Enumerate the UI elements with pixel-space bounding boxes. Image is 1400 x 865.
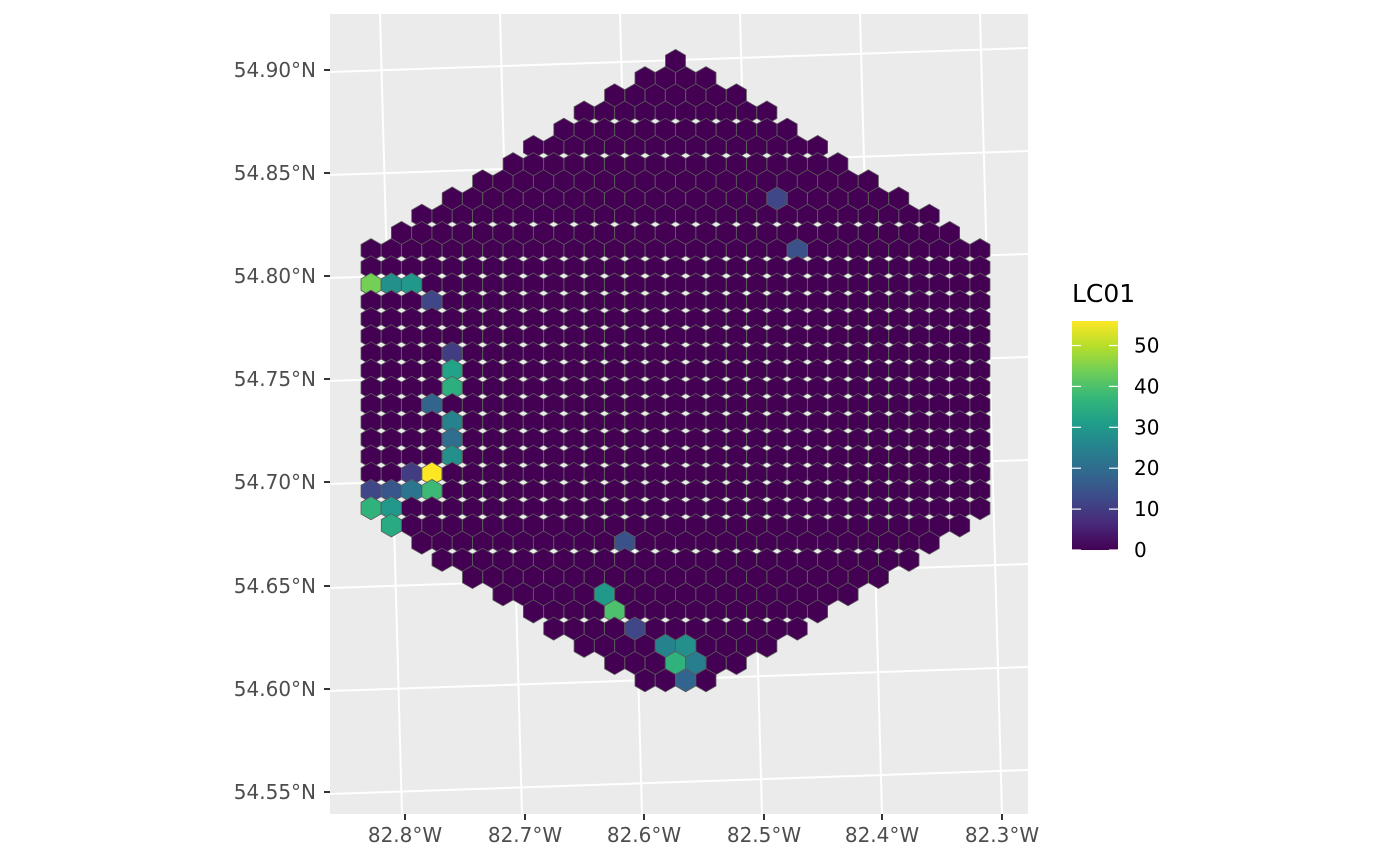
hex-cell <box>695 668 717 693</box>
latitude-tick-label: 54.80°N <box>234 264 316 288</box>
hex-cell <box>786 616 808 641</box>
longitude-tick-label: 82.6°W <box>607 823 682 847</box>
legend-label: 20 <box>1134 456 1159 480</box>
hex-cell <box>807 599 828 624</box>
legend-ticks: 50 40 30 20 10 0 <box>1072 334 1159 562</box>
longitude-axis: 82.8°W 82.7°W 82.6°W 82.5°W 82.4°W 82.3°W <box>368 814 1040 847</box>
longitude-tick-label: 82.4°W <box>845 823 920 847</box>
latitude-tick-label: 54.70°N <box>234 470 316 494</box>
legend-label: 50 <box>1134 334 1159 358</box>
latitude-tick-label: 54.65°N <box>234 574 316 598</box>
legend-label: 30 <box>1134 415 1159 439</box>
legend-title: LC01 <box>1072 279 1135 308</box>
hexagon-grid <box>360 48 991 693</box>
legend-label: 40 <box>1134 374 1159 398</box>
latitude-tick-label: 54.90°N <box>234 58 316 82</box>
hex-cell <box>756 633 778 658</box>
hex-cell <box>837 582 859 607</box>
hex-cell <box>918 530 940 555</box>
longitude-tick-label: 82.5°W <box>727 823 802 847</box>
latitude-tick-label: 54.75°N <box>234 367 316 391</box>
legend-label: 10 <box>1134 497 1159 521</box>
latitude-axis: 54.90°N 54.85°N 54.80°N 54.75°N 54.70°N 54.65… <box>234 58 330 804</box>
legend-colorbar <box>1072 321 1118 550</box>
hex-cell <box>898 547 920 572</box>
hex-cell <box>726 650 747 676</box>
latitude-gridline <box>329 769 1029 795</box>
longitude-tick-label: 82.7°W <box>488 823 563 847</box>
hex-cell <box>969 496 991 521</box>
hex-cell <box>868 564 889 590</box>
latitude-tick-label: 54.85°N <box>234 161 316 185</box>
longitude-gridline <box>979 13 1003 815</box>
legend-label: 0 <box>1134 538 1147 562</box>
latitude-tick-label: 54.60°N <box>234 677 316 701</box>
latitude-tick-label: 54.55°N <box>234 780 316 804</box>
hex-cell <box>949 513 971 538</box>
longitude-gridline <box>859 13 883 815</box>
longitude-tick-label: 82.8°W <box>368 823 443 847</box>
longitude-tick-label: 82.3°W <box>965 823 1040 847</box>
